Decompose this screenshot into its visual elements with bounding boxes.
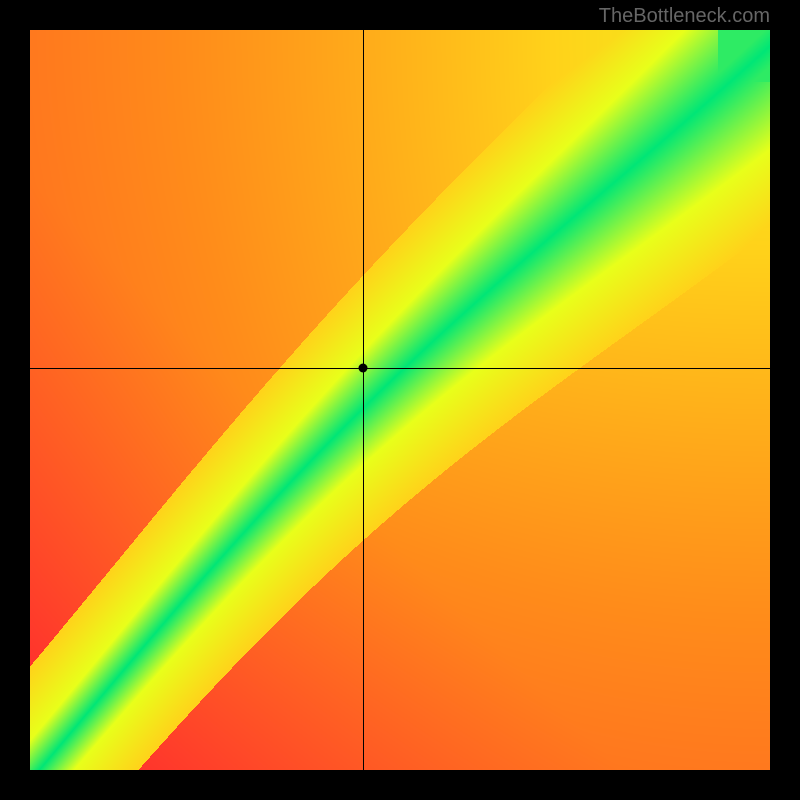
heatmap-canvas (30, 30, 770, 770)
watermark-text: TheBottleneck.com (599, 5, 770, 28)
crosshair-horizontal (30, 368, 770, 369)
data-marker (359, 364, 368, 373)
crosshair-vertical (363, 30, 364, 770)
heatmap-plot (30, 30, 770, 770)
